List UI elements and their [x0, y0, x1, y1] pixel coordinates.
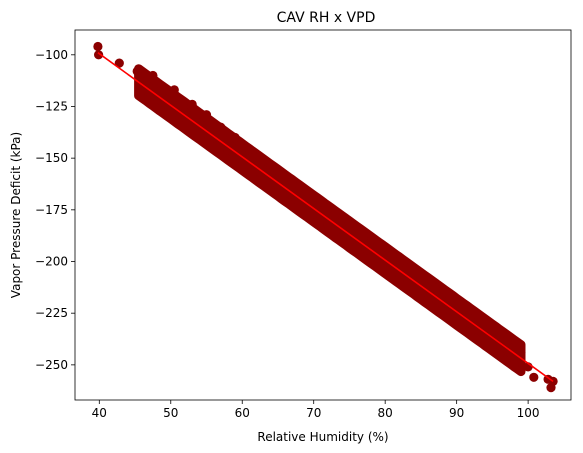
data-point: [387, 250, 397, 260]
data-point: [473, 316, 483, 327]
data-point: [266, 178, 276, 188]
x-tick-label: 90: [449, 406, 464, 420]
x-tick-label: 100: [517, 406, 540, 420]
data-point: [452, 316, 462, 327]
data-point: [444, 294, 455, 304]
trend-line: [97, 52, 554, 383]
data-point: [502, 337, 512, 347]
data-point: [402, 263, 412, 273]
data-point: [494, 349, 505, 360]
data-point: [430, 283, 440, 293]
x-tick-label: 70: [306, 406, 321, 420]
data-point: [273, 166, 283, 176]
data-point: [480, 339, 490, 349]
y-axis-ticks: −100 −125 −150 −175 −200 −225 −250: [35, 48, 75, 372]
data-point: [93, 41, 103, 52]
y-tick-label: −175: [35, 203, 68, 217]
y-axis-title: Vapor Pressure Deficit (kPa): [9, 132, 23, 298]
data-point: [169, 85, 179, 95]
data-point: [459, 304, 469, 314]
data-point: [302, 186, 312, 196]
data-point: [230, 132, 240, 143]
data-point: [323, 219, 333, 229]
data-point: [437, 306, 447, 316]
data-point: [201, 110, 212, 120]
data-point: [359, 230, 369, 240]
y-tick-label: −150: [35, 151, 68, 165]
data-points: [93, 41, 558, 393]
data-point: [344, 219, 354, 229]
x-axis-ticks: 40 50 60 70 80 90 100: [92, 400, 540, 420]
data-point: [148, 70, 158, 81]
data-point: [180, 108, 190, 118]
data-point: [316, 197, 326, 207]
data-point: [94, 50, 104, 60]
data-point: [114, 58, 124, 68]
data-point: [337, 232, 347, 242]
data-point: [487, 327, 497, 337]
data-point: [187, 99, 197, 109]
x-tick-label: 40: [92, 406, 107, 420]
data-point: [216, 122, 226, 132]
data-point: [162, 95, 172, 105]
data-point: [466, 327, 476, 337]
data-point: [287, 176, 297, 186]
data-point: [509, 360, 519, 370]
x-tick-label: 60: [235, 406, 250, 420]
y-tick-label: −250: [35, 358, 68, 372]
data-point: [244, 145, 254, 155]
data-point: [294, 199, 304, 209]
y-tick-label: −225: [35, 306, 68, 320]
y-tick-label: −100: [35, 48, 68, 62]
data-point: [380, 263, 390, 273]
y-tick-label: −200: [35, 255, 68, 269]
data-point: [330, 209, 340, 219]
data-point: [409, 285, 419, 295]
x-tick-label: 50: [163, 406, 178, 420]
data-point: [416, 273, 426, 283]
data-point: [516, 347, 526, 358]
data-point: [309, 209, 319, 219]
data-point: [423, 296, 433, 306]
data-point: [373, 240, 383, 250]
y-tick-label: −125: [35, 99, 68, 113]
data-point: [280, 188, 290, 198]
data-point: [352, 242, 362, 252]
data-point: [132, 66, 142, 76]
data-point: [259, 155, 269, 165]
data-point: [529, 372, 539, 382]
plot-frame: [74, 29, 572, 401]
data-point: [366, 252, 376, 262]
data-point: [394, 273, 405, 283]
x-axis-title: Relative Humidity (%): [257, 430, 388, 444]
chart-title: CAV RH x VPD: [277, 10, 376, 26]
x-tick-label: 80: [378, 406, 393, 420]
